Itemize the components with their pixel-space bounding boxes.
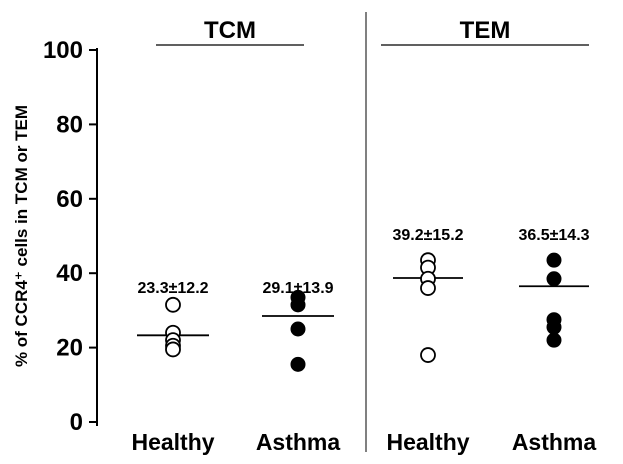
y-tick-label: 0 (70, 409, 83, 436)
category-label-tem-asthma: Asthma (512, 429, 597, 455)
data-point-tcm-healthy (165, 341, 181, 358)
category-label-tcm-healthy: Healthy (131, 429, 214, 455)
stat-label-tem-healthy: 39.2±15.2 (392, 227, 463, 244)
panel-title-tem: TEM (460, 17, 511, 44)
data-point-tem-asthma (546, 332, 562, 348)
data-point-tem-healthy (420, 280, 436, 296)
y-tick-label: 40 (56, 260, 83, 287)
data-point-tem-asthma (546, 271, 562, 287)
data-point-tem-healthy (420, 347, 436, 363)
stat-label-tcm-asthma: 29.1±13.9 (262, 280, 333, 297)
category-label-tcm-asthma: Asthma (256, 429, 341, 455)
y-axis-title: % of CCR4⁺ cells in TCM or TEM (12, 105, 31, 367)
data-point-tem-asthma (546, 252, 562, 268)
category-label-tem-healthy: Healthy (386, 429, 469, 455)
y-tick-label: 60 (56, 186, 83, 213)
data-point-tcm-asthma (290, 321, 306, 337)
stat-label-tem-asthma: 36.5±14.3 (518, 227, 589, 244)
y-tick-label: 20 (56, 335, 83, 362)
stat-label-tcm-healthy: 23.3±12.2 (137, 280, 208, 297)
panel-title-tcm: TCM (204, 17, 256, 44)
data-point-tcm-healthy (165, 296, 181, 313)
data-point-tcm-asthma (290, 297, 306, 313)
data-point-tcm-asthma (290, 356, 306, 372)
y-tick-label: 80 (56, 111, 83, 138)
data-point-tem-asthma (546, 319, 562, 335)
y-tick-label: 100 (43, 37, 83, 64)
